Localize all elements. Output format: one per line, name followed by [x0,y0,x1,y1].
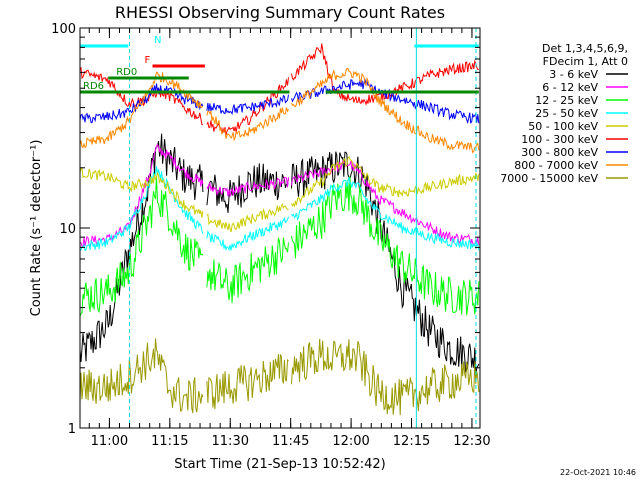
x-tick-label-2: 11:30 [212,434,249,449]
y-tick-label-2: 100 [51,22,76,37]
flag-label-1: F [145,55,151,66]
series-line-4 [79,156,480,233]
x-tick-label-3: 11:45 [272,434,309,449]
x-tick-label-0: 11:00 [91,434,128,449]
legend-label-5: 100 - 300 keV [521,133,598,146]
legend-label-0: 3 - 6 keV [549,68,598,81]
y-axis-label: Count Rate (s⁻¹ detector⁻¹) [29,140,44,317]
flag-layer: NF RD0 RD6 [80,35,479,94]
series-line-8 [79,338,480,416]
series-line-3 [79,166,480,252]
legend-header-1: FDecim 1, Att 0 [543,55,628,68]
legend-label-4: 50 - 100 keV [528,120,598,133]
legend-label-7: 800 - 7000 keV [514,159,598,172]
x-axis-label: Start Time (21-Sep-13 10:52:42) [174,457,385,472]
legend: Det 1,3,4,5,6,9,FDecim 1, Att 03 - 6 keV… [500,42,628,185]
chart-title: RHESSI Observing Summary Count Rates [115,3,445,22]
axes-layer: 1 10 100 11:00 11:15 11:30 11:45 12:00 12:15 12:3… [51,22,491,449]
x-tick-label-1: 11:15 [151,434,188,449]
flag-label-3: RD6 [83,81,104,92]
legend-label-6: 300 - 800 keV [521,146,598,159]
series-line-0 [79,133,480,377]
y-tick-label-0: 1 [68,422,76,437]
series-line-5 [79,43,479,136]
series-line-2 [79,176,480,317]
x-tick-label-4: 12:00 [332,434,369,449]
series-line-7 [79,68,480,154]
flag-label-0: N [154,35,161,46]
legend-header-0: Det 1,3,4,5,6,9, [542,42,628,55]
legend-label-1: 6 - 12 keV [542,81,598,94]
date-stamp: 22-Oct-2021 10:46 [560,468,636,477]
legend-label-2: 12 - 25 keV [535,94,598,107]
x-tick-label-5: 12:15 [393,434,430,449]
flag-label-2: RD0 [116,67,137,78]
y-tick-label-1: 10 [59,222,76,237]
series-line-6 [79,78,480,125]
data-layer [79,28,480,428]
x-tick-label-6: 12:30 [453,434,490,449]
legend-label-8: 7000 - 15000 keV [500,172,598,185]
legend-label-3: 25 - 50 keV [535,107,598,120]
